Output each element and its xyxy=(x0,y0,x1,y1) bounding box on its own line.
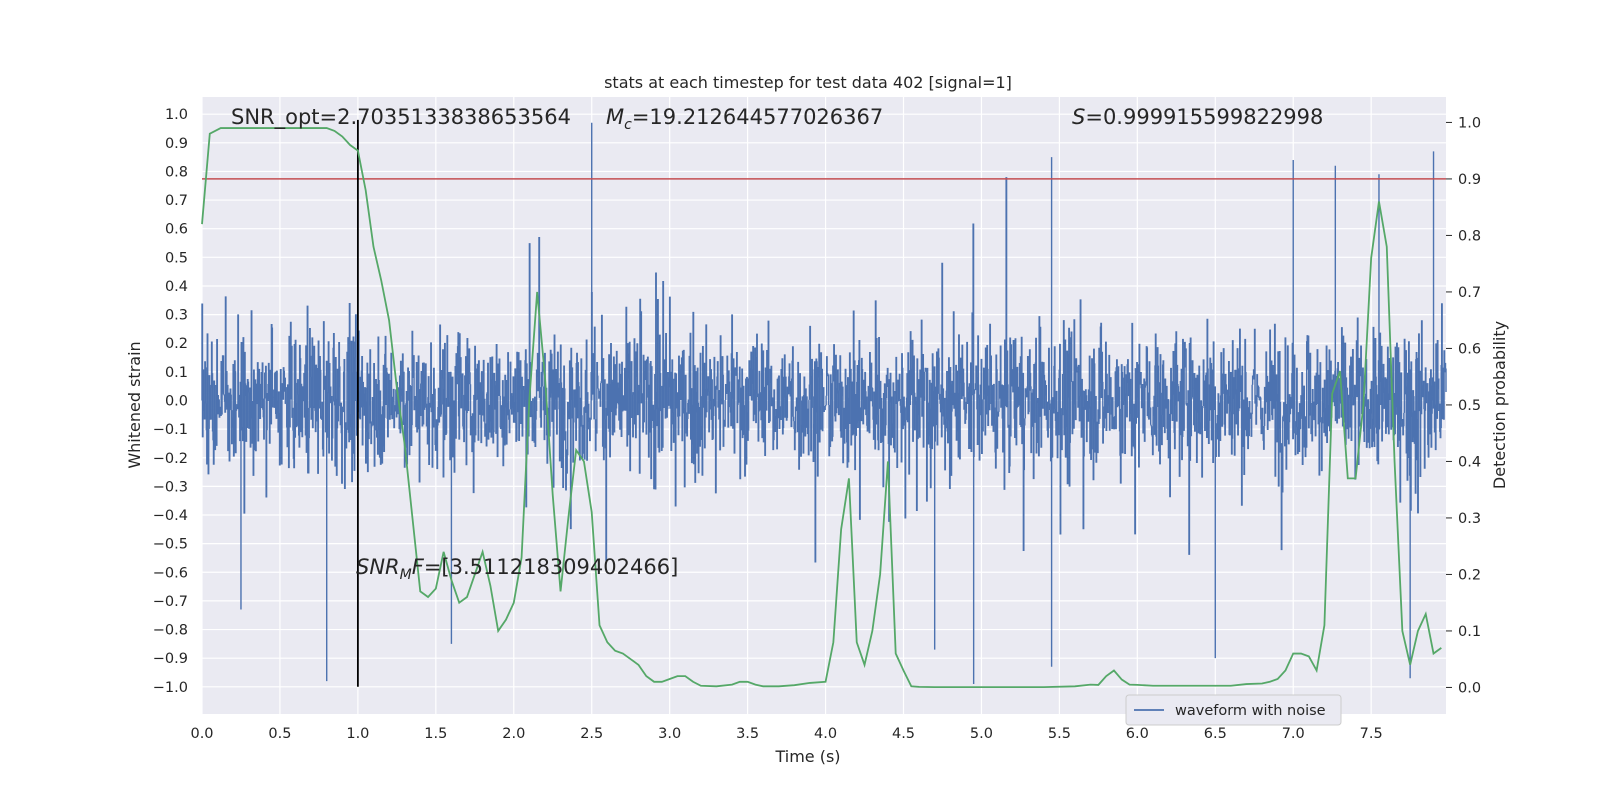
y-left-tick-label: 0.2 xyxy=(165,336,188,352)
x-tick-label: 2.5 xyxy=(580,726,603,742)
y-left-tick-label: 0.3 xyxy=(165,308,188,324)
score-symbol: S xyxy=(1072,105,1085,129)
y-left-tick-label: 0.4 xyxy=(165,279,188,295)
chirp-mass-subscript: c xyxy=(624,117,632,133)
legend-label: waveform with noise xyxy=(1175,703,1326,719)
score-value: =0.999915599822998 xyxy=(1085,105,1323,129)
y-left-tick-label: −0.1 xyxy=(153,422,188,438)
y-right-tick-label: 0.2 xyxy=(1458,567,1481,583)
y-left-tick-label: −0.7 xyxy=(153,594,188,610)
y-right-tick-label: 1.0 xyxy=(1458,115,1481,131)
y-left-tick-label: 0.5 xyxy=(165,250,188,266)
x-tick-label: 6.5 xyxy=(1204,726,1227,742)
y-right-tick-label: 0.6 xyxy=(1458,341,1481,357)
y-left-tick-label: −1.0 xyxy=(153,680,188,696)
x-tick-label: 5.5 xyxy=(1048,726,1071,742)
y-right-tick-label: 0.5 xyxy=(1458,398,1481,414)
x-tick-label: 0.0 xyxy=(190,726,213,742)
x-tick-label: 5.0 xyxy=(970,726,993,742)
y-left-tick-label: 0.6 xyxy=(165,222,188,238)
y-left-tick-label: −0.4 xyxy=(153,508,188,524)
x-tick-label: 6.0 xyxy=(1126,726,1149,742)
snr-mf-subscript: M xyxy=(400,567,412,583)
x-axis-label: Time (s) xyxy=(774,747,840,766)
y-left-tick-label: 1.0 xyxy=(165,107,188,123)
chirp-mass-symbol: M xyxy=(606,105,624,129)
y-left-tick-label: 0.9 xyxy=(165,136,188,152)
x-axis-ticks: 0.0 0.5 1.0 1.5 2.0 2.5 3.0 3.5 4.0 4.5 5.0 5.5 6.0 6… xyxy=(190,726,1382,742)
x-tick-label: 7.5 xyxy=(1360,726,1383,742)
legend-box xyxy=(1125,694,1342,726)
x-tick-label: 1.0 xyxy=(346,726,369,742)
chirp-mass-annotation: Mc=19.212644577026367 xyxy=(606,105,883,133)
x-tick-label: 3.5 xyxy=(736,726,759,742)
x-tick-label: 7.0 xyxy=(1282,726,1305,742)
x-tick-label: 4.5 xyxy=(892,726,915,742)
y-right-tick-label: 0.8 xyxy=(1458,228,1481,244)
x-tick-label: 0.5 xyxy=(268,726,291,742)
y-right-tick-label: 0.3 xyxy=(1458,511,1481,527)
y-right-tick-label: 0.7 xyxy=(1458,285,1481,301)
snr-mf-value: =[3.511218309402466] xyxy=(424,555,678,579)
score-annotation: S=0.999915599822998 xyxy=(1072,105,1323,129)
y-right-tick-label: 0.4 xyxy=(1458,454,1481,470)
snr-opt-annotation: SNR_opt=2.7035133838653564 xyxy=(231,105,571,130)
y-left-tick-label: 0.0 xyxy=(165,393,188,409)
y-left-tick-label: 0.1 xyxy=(165,365,188,381)
x-tick-label: 1.5 xyxy=(424,726,447,742)
y-left-tick-label: 0.7 xyxy=(165,193,188,209)
x-tick-label: 4.0 xyxy=(814,726,837,742)
chirp-mass-value: =19.212644577026367 xyxy=(632,105,883,129)
legend: waveform with noise xyxy=(1125,694,1342,726)
snr-mf-f: F xyxy=(412,555,425,579)
x-tick-label: 2.0 xyxy=(502,726,525,742)
y-left-axis-label: Whitened strain xyxy=(125,341,144,468)
y-left-tick-label: −0.6 xyxy=(153,565,188,581)
snr-mf-annotation: SNRMF=[3.511218309402466] xyxy=(356,555,678,583)
x-tick-label: 3.0 xyxy=(658,726,681,742)
y-left-tick-label: −0.8 xyxy=(153,623,188,639)
y-right-axis-label: Detection probability xyxy=(1490,321,1509,489)
y-right-tick-label: 0.0 xyxy=(1458,680,1481,696)
chart-title: stats at each timestep for test data 402… xyxy=(604,73,1012,92)
y-right-tick-label: 0.9 xyxy=(1458,172,1481,188)
y-right-axis-ticks: 1.0 0.9 0.8 0.7 0.6 0.5 0.4 0.3 0.2 0.1 0.0 xyxy=(1446,115,1481,696)
waveform-trace xyxy=(201,122,1447,684)
y-right-tick-label: 0.1 xyxy=(1458,624,1481,640)
waveform-with-noise-series xyxy=(201,122,1447,684)
y-left-tick-label: −0.2 xyxy=(153,451,188,467)
y-left-tick-label: −0.3 xyxy=(153,479,188,495)
detection-probability-series xyxy=(201,127,1442,689)
snr-mf-symbol: SNR xyxy=(356,555,400,579)
y-left-axis-ticks: 1.0 0.9 0.8 0.7 0.6 0.5 0.4 0.3 0.2 0.1 0.0 −0.1 −0.… xyxy=(153,107,188,696)
y-left-tick-label: 0.8 xyxy=(165,164,188,180)
y-left-tick-label: −0.5 xyxy=(153,537,188,553)
y-left-tick-label: −0.9 xyxy=(153,651,188,667)
